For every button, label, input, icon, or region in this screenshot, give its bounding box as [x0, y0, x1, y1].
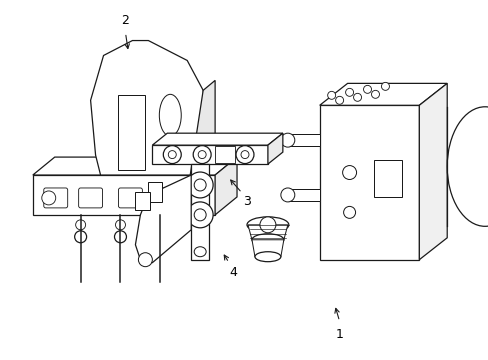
FancyBboxPatch shape: [79, 188, 102, 208]
Polygon shape: [319, 105, 419, 260]
FancyBboxPatch shape: [374, 159, 402, 197]
Circle shape: [335, 96, 343, 104]
Polygon shape: [90, 41, 207, 175]
Circle shape: [155, 220, 165, 230]
Circle shape: [115, 220, 125, 230]
Circle shape: [194, 209, 206, 221]
Circle shape: [327, 91, 335, 99]
Polygon shape: [215, 157, 237, 215]
Polygon shape: [191, 164, 209, 260]
Polygon shape: [190, 80, 215, 175]
Polygon shape: [33, 157, 237, 175]
Circle shape: [41, 191, 56, 205]
Polygon shape: [152, 145, 267, 164]
Polygon shape: [267, 133, 282, 164]
Polygon shape: [419, 84, 447, 260]
Circle shape: [194, 179, 206, 191]
Ellipse shape: [251, 234, 283, 246]
Polygon shape: [148, 182, 162, 202]
Circle shape: [241, 150, 248, 159]
Circle shape: [154, 231, 166, 243]
Circle shape: [280, 133, 294, 147]
FancyBboxPatch shape: [118, 188, 142, 208]
Circle shape: [236, 146, 253, 163]
Circle shape: [343, 206, 355, 219]
Circle shape: [187, 172, 213, 198]
Circle shape: [193, 146, 211, 163]
Circle shape: [198, 150, 206, 159]
Polygon shape: [135, 175, 191, 263]
Text: 4: 4: [229, 266, 237, 279]
Circle shape: [114, 231, 126, 243]
Circle shape: [75, 231, 86, 243]
Circle shape: [363, 85, 371, 93]
Ellipse shape: [254, 252, 280, 262]
Ellipse shape: [159, 94, 181, 136]
FancyBboxPatch shape: [158, 188, 182, 208]
Polygon shape: [319, 84, 447, 105]
Polygon shape: [251, 240, 283, 257]
Text: 3: 3: [243, 195, 250, 208]
Polygon shape: [287, 189, 319, 201]
Text: 1: 1: [335, 328, 343, 341]
Circle shape: [345, 88, 353, 96]
Circle shape: [76, 220, 85, 230]
Circle shape: [187, 202, 213, 228]
Circle shape: [260, 217, 275, 233]
Circle shape: [138, 253, 152, 267]
Polygon shape: [215, 146, 235, 163]
Circle shape: [280, 188, 294, 202]
FancyBboxPatch shape: [44, 188, 67, 208]
Polygon shape: [247, 225, 287, 240]
Circle shape: [163, 146, 181, 163]
Ellipse shape: [194, 247, 206, 257]
Circle shape: [353, 93, 361, 101]
Ellipse shape: [246, 217, 288, 233]
Ellipse shape: [447, 107, 488, 226]
Polygon shape: [135, 192, 150, 210]
Circle shape: [381, 82, 388, 90]
Circle shape: [342, 166, 356, 180]
Text: 2: 2: [122, 14, 129, 27]
Polygon shape: [33, 175, 215, 215]
Circle shape: [168, 150, 176, 159]
Polygon shape: [287, 134, 319, 146]
Circle shape: [188, 191, 202, 205]
Circle shape: [371, 90, 379, 98]
Polygon shape: [118, 95, 145, 170]
Polygon shape: [152, 133, 282, 145]
